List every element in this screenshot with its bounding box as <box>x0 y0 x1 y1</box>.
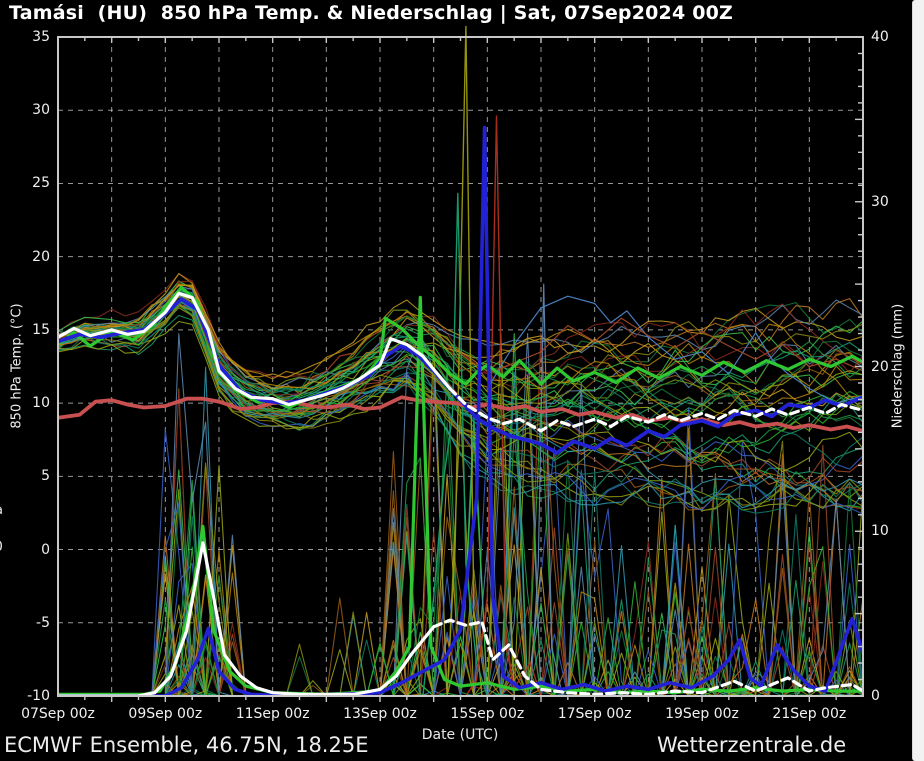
cropped-glyph-fragment: a <box>0 503 3 518</box>
control-run-temp <box>57 285 864 410</box>
y-right-tick-label: 40 <box>871 29 889 45</box>
x-axis-tick-label: 09Sep 00z <box>128 706 203 722</box>
ensemble-member-precip <box>57 599 864 696</box>
y-left-tick-label: 5 <box>41 468 50 485</box>
member-spike-olive-precip <box>446 26 483 696</box>
ensemble-member-temp <box>57 280 864 396</box>
y-left-axis-title: 850 hPa Temp. (°C) <box>9 303 25 429</box>
ensemble-member-precip <box>57 333 864 696</box>
ensemble-member-precip <box>57 542 864 696</box>
y-left-tick-label: 20 <box>32 248 50 265</box>
ensemble-member-temp <box>57 320 864 473</box>
ensemble-member-precip <box>57 333 864 696</box>
ensemble-member-precip <box>57 403 864 696</box>
x-axis-tick-label: 17Sep 00z <box>557 706 632 722</box>
ensemble-member-temp <box>57 304 864 412</box>
main-run-precip <box>57 541 436 696</box>
y-right-tick-label: 30 <box>871 193 889 210</box>
ensemble-member-temp <box>57 284 864 408</box>
x-axis-tick-label: 21Sep 00z <box>772 706 847 722</box>
y-left-tick-label: 15 <box>32 321 50 338</box>
source-caption: Wetterzentrale.de <box>657 733 847 757</box>
y-right-tick-label: 10 <box>871 523 889 540</box>
y-right-axis-title: Niederschlag (mm) <box>890 303 906 429</box>
ensemble-member-precip <box>57 562 864 696</box>
ensemble-member-precip <box>57 470 864 696</box>
x-axis-tick-label: 13Sep 00z <box>343 706 417 722</box>
x-axis-tick-label: 07Sep 00z <box>21 706 95 722</box>
ensemble-member-precip <box>57 333 864 696</box>
y-left-tick-label: 35 <box>32 29 50 45</box>
ensemble-member-precip <box>57 333 864 696</box>
tick-marks <box>84 37 863 702</box>
y-left-tick-label: 25 <box>32 175 50 192</box>
ensemble-member-precip <box>57 366 864 696</box>
member-spike-darkred-precip <box>465 115 542 696</box>
series-layer <box>57 26 864 696</box>
member-spike-teal-precip <box>422 192 488 696</box>
y-left-tick-label: 10 <box>32 395 50 412</box>
ensemble-member-temp <box>57 283 864 422</box>
y-right-tick-label: 0 <box>871 688 880 704</box>
x-axis-tick-label: 11Sep 00z <box>235 706 310 722</box>
ensemble-mean-precip <box>57 125 864 696</box>
member-spike-steelblue-precip <box>529 283 564 696</box>
y-left-tick-label: 0 <box>41 541 50 558</box>
main-run-temp-dashed <box>448 386 864 433</box>
x-axis-tick-label: 19Sep 00z <box>665 706 739 722</box>
y-left-tick-label: -5 <box>36 614 50 631</box>
x-axis-title: Date (UTC) <box>421 727 499 743</box>
cropped-glyph-fragment: 0 <box>0 539 3 555</box>
ensemble-member-precip <box>57 435 864 696</box>
main-run-precip-dashed <box>432 618 864 696</box>
ensemble-member-precip <box>57 427 864 696</box>
ensemble-member-precip <box>57 541 864 696</box>
y-left-tick-label: -10 <box>27 688 50 704</box>
model-caption: ECMWF Ensemble, 46.75N, 18.25E <box>4 733 369 757</box>
ensemble-member-precip <box>57 532 864 696</box>
y-left-tick-label: 30 <box>32 102 50 119</box>
window-edge-strip <box>912 0 924 761</box>
y-right-tick-label: 20 <box>871 358 889 375</box>
main-run-temp <box>57 291 452 407</box>
member-high-lightblue-temp <box>486 295 864 404</box>
chart-title: Tamási (HU) 850 hPa Temp. & Niederschlag… <box>9 2 734 24</box>
x-axis-tick-label: 15Sep 00z <box>450 706 525 722</box>
